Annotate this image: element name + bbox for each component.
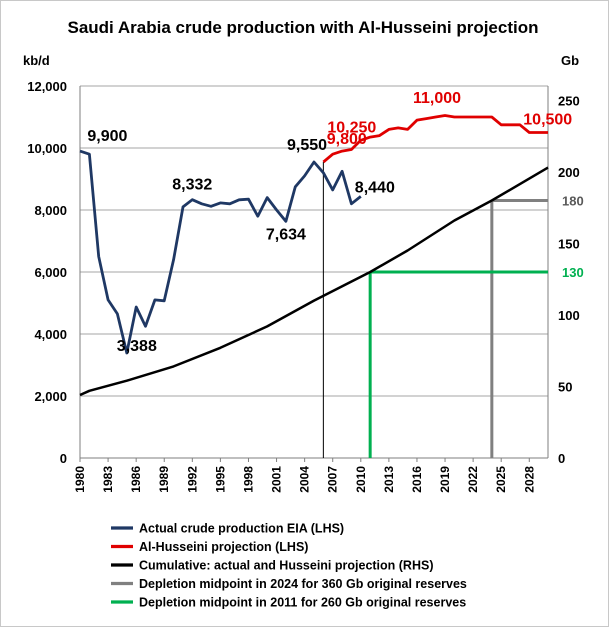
x-tick-label: 2010 (354, 466, 368, 493)
data-label: 8,440 (355, 179, 395, 196)
right-tick-label: 250 (558, 93, 580, 108)
series-line-1 (79, 149, 362, 355)
right-axis-unit: Gb (561, 53, 579, 68)
data-label: 11,000 (413, 90, 461, 107)
data-annotations: 9,900 3,388 8,332 7,634 9,550 8,440 9,80010,25… (87, 90, 572, 355)
data-label: 10,500 (523, 112, 572, 129)
left-tick-label: 4,000 (34, 327, 67, 342)
right-tick-label: 200 (558, 165, 580, 180)
data-label: 10,250 (327, 119, 376, 136)
data-label: 9,550 (287, 137, 327, 154)
x-tick-label: 1992 (185, 466, 199, 493)
x-tick-label: 2001 (270, 466, 284, 493)
axes (79, 86, 549, 462)
series-line-2 (322, 114, 548, 164)
x-tick-label: 1986 (129, 466, 143, 493)
legend-label: Cumulative: actual and Husseini projecti… (139, 559, 434, 573)
data-label: 3,388 (117, 338, 157, 355)
x-tick-label: 2004 (298, 466, 312, 493)
left-tick-label: 12,000 (27, 79, 67, 94)
x-tick-label: 2028 (522, 466, 536, 493)
left-tick-label: 2,000 (34, 389, 67, 404)
x-tick-label: 2013 (382, 466, 396, 493)
gridlines (80, 85, 548, 397)
chart-title: Saudi Arabia crude production with Al-Hu… (67, 18, 538, 37)
legend-label: Depletion midpoint in 2011 for 260 Gb or… (139, 596, 466, 610)
data-label: 9,900 (87, 128, 127, 145)
right-tick-label: 50 (558, 379, 572, 394)
right-tick-label: 100 (558, 308, 580, 323)
legend-label: Depletion midpoint in 2024 for 360 Gb or… (139, 577, 467, 591)
x-tick-label: 2019 (438, 466, 452, 493)
left-tick-label: 6,000 (34, 265, 67, 280)
data-label: 8,332 (172, 177, 212, 194)
x-tick-label: 1983 (101, 466, 115, 493)
data-label: 9,800 (327, 131, 367, 148)
data-label: 7,634 (266, 226, 306, 243)
tick-labels: 0 2,000 4,000 6,000 8,000 10,000 12,000 0 50 100 1… (27, 79, 579, 493)
x-tick-label: 2025 (494, 466, 508, 493)
series-lines (79, 114, 549, 397)
midpoint-label: 180 (562, 193, 584, 208)
reference-lines: 180 130 (322, 161, 584, 458)
legend: Actual crude production EIA (LHS) Al-Huss… (111, 522, 467, 610)
legend-label: Actual crude production EIA (LHS) (139, 522, 344, 536)
x-tick-label: 1995 (213, 466, 227, 493)
x-tick-label: 2022 (466, 466, 480, 493)
legend-label: Al-Husseini projection (LHS) (139, 540, 308, 554)
right-tick-label: 150 (558, 236, 580, 251)
series-line-3 (79, 166, 549, 397)
midpoint-label: 130 (562, 265, 584, 280)
left-tick-label: 0 (60, 451, 67, 466)
left-tick-label: 8,000 (34, 203, 67, 218)
left-tick-label: 10,000 (27, 141, 67, 156)
x-tick-label: 1998 (241, 466, 255, 493)
x-tick-label: 2007 (326, 466, 340, 493)
x-tick-label: 1989 (157, 466, 171, 493)
x-tick-label: 1980 (73, 466, 87, 493)
left-axis-unit: kb/d (23, 53, 50, 68)
x-tick-label: 2016 (410, 466, 424, 493)
right-tick-label: 0 (558, 451, 565, 466)
